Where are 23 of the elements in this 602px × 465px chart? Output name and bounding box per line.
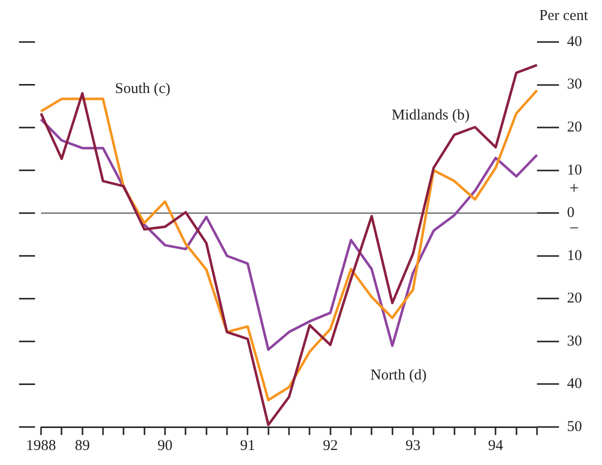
x-tick-label: 90 — [158, 438, 172, 454]
x-tick-label: 92 — [322, 438, 338, 454]
x-tick-label: 93 — [406, 438, 420, 454]
series-label: South (c) — [115, 80, 170, 97]
y-tick-label: 40 — [567, 376, 582, 392]
y-tick-label: 10 — [567, 248, 582, 264]
y-tick-label: 50 — [567, 418, 582, 435]
text: + — [569, 178, 579, 198]
y-tick-label: 20 — [567, 119, 582, 136]
y-axis-title: Per cent — [539, 8, 589, 24]
y-tick-label: 40 — [567, 34, 582, 50]
x-tick-label: 1988 — [26, 438, 56, 454]
text: North (d) — [370, 368, 427, 384]
y-tick-label: 30 — [567, 333, 582, 350]
x-tick-label: 91 — [240, 438, 256, 454]
text: − — [569, 218, 579, 238]
x-tick-label: 94 — [488, 438, 504, 454]
y-tick-label: 30 — [567, 76, 582, 93]
y-tick-label: 10 — [567, 162, 582, 178]
x-tick-label: 89 — [74, 438, 90, 454]
y-tick-label: 0 — [567, 205, 574, 222]
series-label: Midlands (b) — [392, 108, 470, 124]
y-tick-label: 20 — [567, 290, 582, 307]
